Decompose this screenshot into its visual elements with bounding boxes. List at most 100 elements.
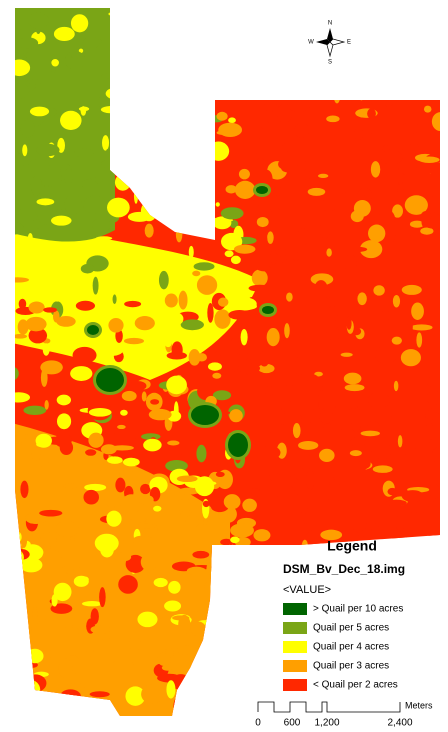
blob [194, 262, 215, 270]
legend-items: > Quail per 10 acresQuail per 5 acresQua… [283, 603, 403, 691]
blob [396, 61, 409, 72]
blob [298, 441, 318, 450]
blob [190, 704, 197, 718]
blob [44, 184, 50, 201]
blob [14, 469, 22, 482]
blob [265, 565, 278, 572]
blob [79, 107, 89, 112]
blob [267, 231, 274, 244]
blob [384, 11, 406, 30]
blob [261, 120, 269, 129]
blob [101, 106, 122, 113]
blob [176, 226, 183, 242]
blob [407, 609, 422, 616]
blob [412, 93, 417, 100]
blob [118, 575, 138, 594]
blob [48, 108, 57, 116]
layer-name: DSM_Bv_Dec_18.img [283, 562, 405, 576]
blob [111, 445, 134, 450]
blob [309, 0, 328, 16]
blob [3, 222, 24, 235]
blob [225, 369, 235, 374]
blob [189, 124, 194, 140]
blob [195, 109, 206, 114]
blob [114, 19, 137, 33]
blob [302, 540, 308, 552]
blob [231, 256, 241, 265]
blob [15, 246, 38, 251]
blob [326, 248, 331, 256]
blob [91, 625, 111, 634]
blob [394, 381, 399, 391]
blob [330, 78, 351, 89]
blob [307, 374, 318, 383]
blob [420, 61, 443, 73]
blob [429, 439, 433, 453]
blob [406, 7, 425, 21]
blob [87, 325, 99, 335]
blob [400, 690, 414, 695]
blob [32, 607, 37, 622]
blob [57, 413, 71, 429]
blob [153, 71, 174, 90]
blob [351, 210, 364, 222]
blob [282, 143, 290, 152]
blob [212, 700, 222, 705]
blob [299, 454, 312, 470]
blob [339, 301, 357, 317]
blob [66, 684, 88, 688]
map: N S E W Legend DSM_Bv_Dec_18.img <VALUE>… [0, 0, 448, 732]
blob [358, 36, 377, 45]
blob [263, 51, 274, 69]
blob [190, 621, 205, 636]
blob [235, 48, 248, 63]
blob [221, 207, 244, 219]
blob [429, 483, 439, 497]
blob [242, 499, 257, 512]
blob [26, 712, 49, 716]
scale-label: 600 [284, 718, 301, 729]
blob [41, 368, 48, 386]
compass-w: W [308, 40, 314, 46]
blob [323, 423, 331, 432]
blob [64, 256, 77, 271]
blob [212, 373, 221, 379]
blob [113, 294, 117, 304]
blob [169, 116, 190, 129]
blob [240, 629, 257, 646]
blob [178, 37, 200, 49]
blob [318, 390, 325, 410]
blob [150, 349, 162, 361]
blob [63, 693, 78, 701]
blob [419, 157, 440, 163]
blob [31, 447, 39, 460]
blob [405, 629, 416, 645]
blob [228, 117, 236, 123]
blob [89, 408, 112, 417]
blob [181, 319, 204, 330]
blob [368, 225, 385, 243]
blob [304, 57, 321, 71]
blob [417, 409, 429, 414]
blob [192, 551, 209, 559]
blob [191, 405, 219, 425]
blob [106, 148, 125, 153]
blob [214, 309, 230, 329]
blob [98, 96, 105, 108]
blob [432, 77, 437, 93]
blob [113, 50, 130, 55]
blob [401, 122, 419, 134]
blob [415, 554, 422, 565]
blob [25, 317, 46, 332]
blob [141, 71, 152, 85]
blob [27, 13, 49, 28]
blob [91, 608, 99, 624]
blob [386, 500, 407, 507]
blob [73, 347, 97, 364]
blob [211, 599, 223, 603]
blob [143, 439, 161, 452]
blob [51, 216, 72, 226]
blob [159, 1, 180, 17]
blob [141, 684, 163, 704]
blob [166, 680, 175, 698]
